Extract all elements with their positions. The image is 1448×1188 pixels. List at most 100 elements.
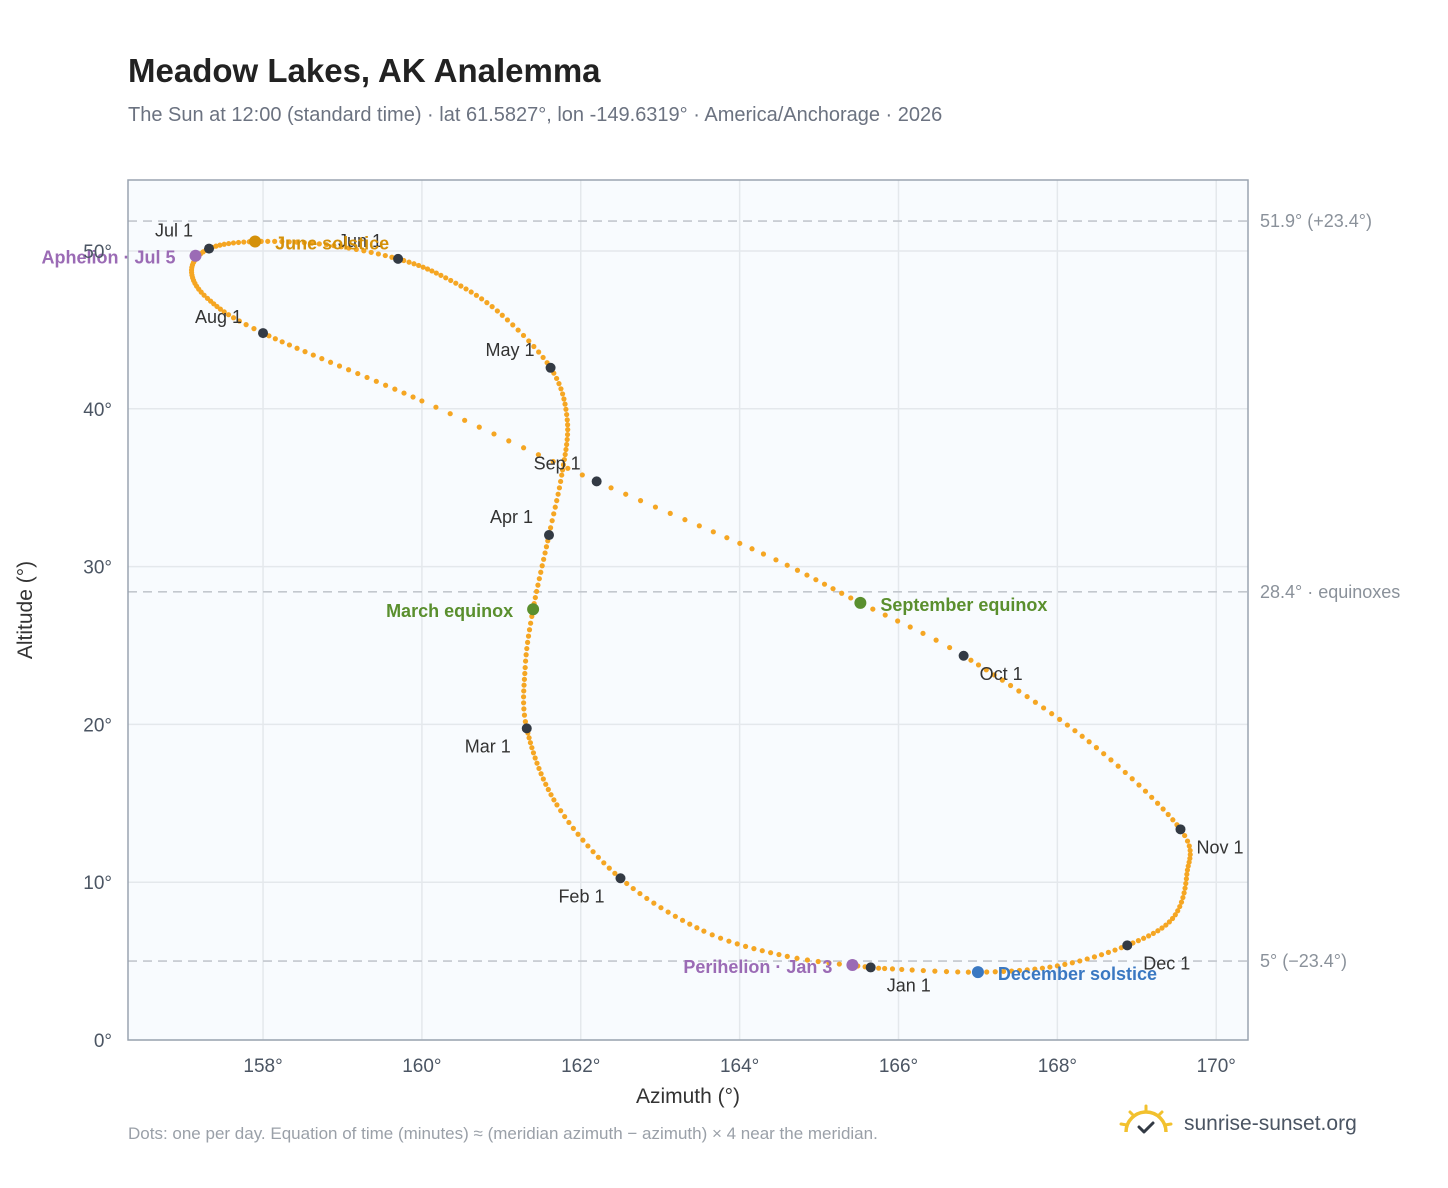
daily-sun-dot xyxy=(520,694,527,700)
daily-sun-dot xyxy=(540,354,546,361)
daily-sun-dot xyxy=(554,375,560,382)
daily-sun-dot xyxy=(479,296,485,302)
daily-sun-dot xyxy=(907,624,913,630)
daily-sun-dot xyxy=(1166,919,1172,925)
daily-sun-dot xyxy=(612,870,618,876)
daily-sun-dot xyxy=(556,485,563,491)
daily-sun-dot xyxy=(889,966,896,972)
daily-sun-dot xyxy=(520,332,527,339)
daily-sun-dot xyxy=(550,458,556,465)
daily-sun-dot xyxy=(1135,938,1141,944)
daily-sun-dot xyxy=(558,808,564,814)
daily-sun-dot xyxy=(776,951,782,958)
daily-sun-dot xyxy=(679,917,686,923)
daily-sun-dot xyxy=(1185,863,1191,869)
daily-sun-dot xyxy=(529,745,535,751)
daily-sun-dot xyxy=(1057,716,1063,722)
reference-line-label: 28.4° · equinoxes xyxy=(1260,582,1400,602)
daily-sun-dot xyxy=(539,563,545,569)
daily-sun-dot xyxy=(1049,711,1055,717)
daily-sun-dot xyxy=(665,909,671,915)
daily-sun-dot xyxy=(1062,961,1068,967)
brand-text: sunrise-sunset.org xyxy=(1184,1112,1357,1135)
daily-sun-dot xyxy=(230,240,237,246)
event-label: September equinox xyxy=(880,595,1047,615)
daily-sun-dot xyxy=(521,688,527,694)
event-label: Aphelion · Jul 5 xyxy=(42,248,176,268)
daily-sun-dot xyxy=(494,308,500,314)
daily-sun-dot xyxy=(331,243,337,249)
daily-sun-dot xyxy=(839,590,845,596)
daily-sun-dot xyxy=(580,837,586,843)
daily-sun-dot xyxy=(551,797,557,803)
daily-sun-dot xyxy=(601,860,607,866)
daily-sun-dot xyxy=(595,854,601,860)
daily-sun-dot xyxy=(429,268,435,274)
daily-sun-dot xyxy=(383,382,389,388)
daily-sun-dot xyxy=(538,771,544,777)
daily-sun-dot xyxy=(559,472,565,478)
daily-sun-dot xyxy=(521,676,528,682)
footnote: Dots: one per day. Equation of time (min… xyxy=(128,1124,878,1143)
daily-sun-dot xyxy=(543,781,549,787)
daily-sun-dot xyxy=(521,706,527,712)
daily-sun-dot xyxy=(815,958,821,965)
daily-sun-dot xyxy=(565,427,571,433)
daily-sun-dot xyxy=(651,900,657,906)
month-label: Jul 1 xyxy=(155,221,193,241)
daily-sun-dot xyxy=(530,750,537,756)
chart-title: Meadow Lakes, AK Analemma xyxy=(128,52,601,89)
daily-sun-dot xyxy=(955,969,961,975)
daily-sun-dot xyxy=(561,456,567,463)
daily-sun-dot xyxy=(522,658,529,664)
daily-sun-dot xyxy=(1054,963,1060,969)
daily-sun-dot xyxy=(1039,965,1046,971)
daily-sun-dot xyxy=(984,969,990,975)
daily-sun-dot xyxy=(562,451,568,458)
daily-sun-dot xyxy=(438,272,444,278)
month-marker xyxy=(545,362,556,373)
daily-sun-dot xyxy=(556,381,562,387)
reference-line-label: 5° (−23.4°) xyxy=(1260,951,1347,971)
daily-sun-dot xyxy=(1086,739,1092,745)
daily-sun-dot xyxy=(991,672,997,678)
daily-sun-dot xyxy=(419,398,425,404)
daily-sun-dot xyxy=(1184,867,1191,873)
month-marker xyxy=(543,530,554,541)
daily-sun-dot xyxy=(932,968,938,974)
daily-sun-dot xyxy=(319,356,325,362)
daily-sun-dot xyxy=(526,735,532,741)
daily-sun-dot xyxy=(710,529,716,535)
x-tick-label: 170° xyxy=(1197,1056,1236,1077)
daily-sun-dot xyxy=(1016,967,1023,974)
daily-sun-dot xyxy=(895,618,901,624)
daily-sun-dot xyxy=(575,831,581,837)
x-tick-label: 158° xyxy=(243,1056,282,1077)
daily-sun-dot xyxy=(760,551,767,557)
daily-sun-dot xyxy=(433,404,439,410)
daily-sun-dot xyxy=(585,843,591,849)
daily-sun-dot xyxy=(225,312,232,318)
daily-sun-dot xyxy=(734,941,740,947)
daily-sun-dot xyxy=(1187,847,1193,854)
daily-sun-dot xyxy=(410,394,416,400)
y-tick-label: 10° xyxy=(83,873,112,894)
daily-sun-dot xyxy=(694,925,700,931)
y-axis-label: Altitude (°) xyxy=(14,561,37,659)
daily-sun-dot xyxy=(525,633,532,639)
daily-sun-dot xyxy=(279,238,285,245)
event-label: March equinox xyxy=(386,601,513,621)
daily-sun-dot xyxy=(749,546,755,552)
daily-sun-dot xyxy=(538,569,544,575)
daily-sun-dot xyxy=(630,885,636,892)
brand[interactable]: sunrise-sunset.org xyxy=(1118,1102,1357,1146)
daily-sun-dot xyxy=(1136,782,1142,788)
event-markers: June solstice December solstice March equi… xyxy=(42,234,1158,985)
daily-sun-dot xyxy=(375,251,381,257)
daily-sun-dot xyxy=(1069,960,1075,966)
daily-sun-dot xyxy=(564,441,570,448)
daily-sun-dot xyxy=(542,550,548,556)
daily-sun-dot xyxy=(1047,964,1053,970)
daily-sun-dot xyxy=(424,266,431,272)
